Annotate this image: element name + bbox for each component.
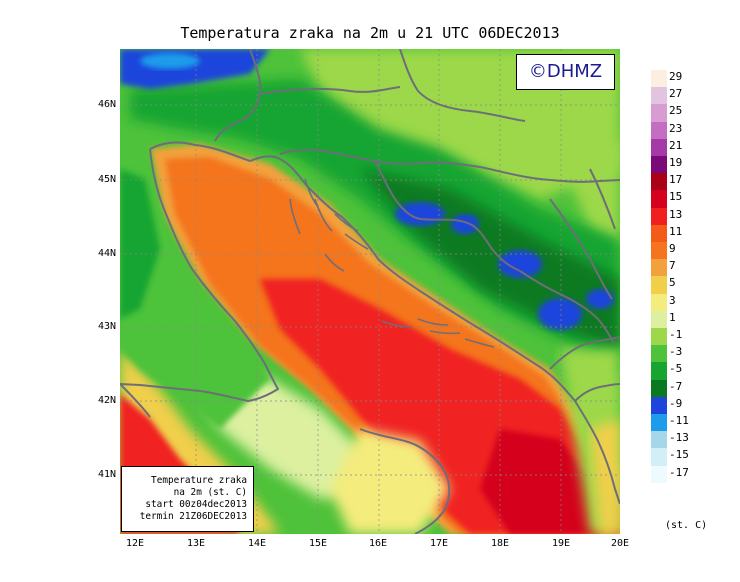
info-line-1: Temperature zraka <box>151 475 247 486</box>
legend-swatch <box>651 396 667 414</box>
legend-swatch <box>651 70 667 88</box>
legend-swatch <box>651 345 667 363</box>
field-italy-south-coast <box>330 429 450 534</box>
field-italy-land <box>120 149 270 429</box>
field-cold-patch-2 <box>451 214 479 234</box>
legend-label: -7 <box>669 379 683 393</box>
legend-swatch <box>651 242 667 260</box>
copyright-badge: ©DHMZ <box>516 54 615 90</box>
legend-label: 3 <box>669 293 676 307</box>
lon-label-12e: 12E <box>125 538 145 549</box>
field-albania-coast <box>590 419 620 534</box>
legend-label: -11 <box>669 414 689 427</box>
legend-label: -1 <box>669 328 683 341</box>
lon-label-20e: 20E <box>610 538 630 549</box>
lon-label-18e: 18E <box>490 538 510 549</box>
legend-label: 9 <box>669 242 676 255</box>
legend-label: 7 <box>669 259 676 273</box>
legend-swatch <box>651 173 667 191</box>
field-green-inland <box>130 79 620 379</box>
legend-label: 5 <box>669 276 676 290</box>
legend-swatch <box>651 224 667 242</box>
legend-swatch <box>651 87 667 105</box>
legend-swatch <box>651 328 667 346</box>
temperature-map <box>120 49 620 534</box>
graticule <box>120 49 620 534</box>
legend-swatch <box>651 414 667 432</box>
map-title: Temperatura zraka na 2m u 21 UTC 06DEC20… <box>180 24 560 42</box>
legend-label: 19 <box>669 156 683 169</box>
legend-swatch <box>651 138 667 156</box>
legend-swatch <box>651 156 667 174</box>
coastlines <box>120 141 620 534</box>
legend-label: 1 <box>669 310 676 324</box>
legend-label: 17 <box>669 173 683 187</box>
lat-label-41n: 41N <box>97 469 116 480</box>
lon-label-13e: 13E <box>186 538 206 549</box>
borders <box>214 49 620 402</box>
legend-label: 11 <box>669 224 683 238</box>
legend-swatch <box>651 190 667 208</box>
field-cold-patch-5 <box>586 289 614 309</box>
field-very-cold <box>140 53 200 69</box>
legend-swatch <box>651 121 667 139</box>
legend-swatch <box>651 310 667 328</box>
lon-label-17e: 17E <box>429 538 449 549</box>
field-cold-patch-1 <box>395 202 445 226</box>
legend-label: -17 <box>669 465 689 479</box>
legend-swatch <box>651 379 667 397</box>
field-cold-patch-3 <box>498 250 542 278</box>
info-line-3: start 00z04dec2013 <box>145 499 247 510</box>
legend-label: 29 <box>669 70 683 83</box>
lon-label-15e: 15E <box>308 538 328 549</box>
legend-label: 25 <box>669 104 683 118</box>
islands <box>289 178 495 348</box>
legend-unit: (st. C) <box>665 520 708 531</box>
info-line-4: termin 21Z06DEC2013 <box>139 511 247 522</box>
info-box: Temperature zraka na 2m (st. C) start 00… <box>121 466 254 532</box>
field-italy-green <box>120 169 160 319</box>
legend-swatch <box>651 431 667 449</box>
legend-label: -3 <box>669 345 683 359</box>
field-light-green-east <box>560 139 620 249</box>
info-line-2: na 2m (st. C) <box>173 487 247 498</box>
legend-label: 15 <box>669 190 683 204</box>
map-field <box>120 49 620 534</box>
lat-label-43n: 43N <box>97 321 116 332</box>
legend-label: -9 <box>669 396 683 410</box>
legend-swatch <box>651 362 667 380</box>
lat-label-46n: 46N <box>97 99 116 110</box>
field-cold-patch-4 <box>538 298 582 330</box>
lat-label-45n: 45N <box>97 174 116 185</box>
lon-label-14e: 14E <box>247 538 267 549</box>
legend-label: 13 <box>669 207 683 221</box>
legend-swatch <box>651 104 667 122</box>
legend-label: -13 <box>669 431 689 445</box>
lon-label-16e: 16E <box>368 538 388 549</box>
field-sea-deep-red <box>480 429 600 534</box>
legend-swatch <box>651 259 667 277</box>
legend-swatch <box>651 207 667 225</box>
legend-label: -5 <box>669 362 683 376</box>
legend-swatch <box>651 276 667 294</box>
legend-label: 23 <box>669 121 683 135</box>
legend-swatch <box>651 465 667 483</box>
legend-label: 27 <box>669 87 683 101</box>
lat-label-42n: 42N <box>97 395 116 406</box>
legend-swatch <box>651 448 667 466</box>
legend-label: 21 <box>669 138 683 152</box>
legend-swatch <box>651 293 667 311</box>
legend-label: -15 <box>669 448 689 462</box>
lon-label-19e: 19E <box>551 538 571 549</box>
lat-label-44n: 44N <box>97 248 116 259</box>
